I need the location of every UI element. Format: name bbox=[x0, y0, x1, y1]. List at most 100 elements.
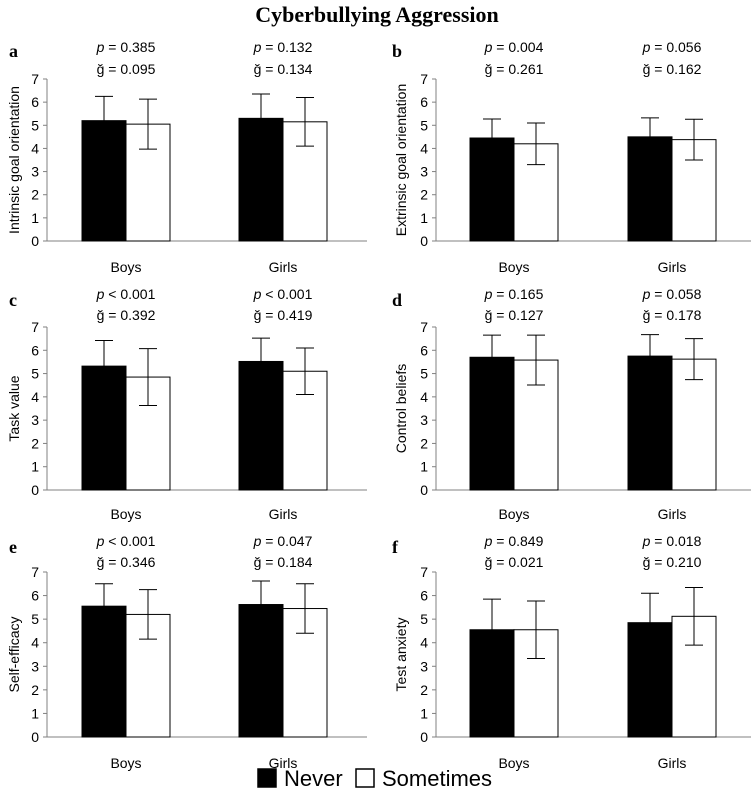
p-value: = 0.849 bbox=[492, 533, 543, 549]
p-value: = 0.004 bbox=[492, 39, 543, 55]
p-value-label: p = 0.165 bbox=[484, 286, 544, 302]
y-tick-label: 3 bbox=[420, 164, 428, 180]
y-tick-label: 2 bbox=[31, 187, 39, 203]
y-tick-label: 1 bbox=[31, 705, 39, 721]
legend-label-sometimes: Sometimes bbox=[382, 766, 492, 791]
y-tick-label: 4 bbox=[31, 389, 39, 405]
y-tick-label: 3 bbox=[420, 412, 428, 428]
p-symbol: p bbox=[253, 533, 262, 549]
panel-d: d 0 1 2 3 4 5 6 7 Control beliefs Boys Girls p = 0.1… bbox=[392, 286, 751, 522]
effect-size-label: ğ = 0.184 bbox=[254, 554, 313, 570]
y-tick-label: 0 bbox=[31, 482, 39, 498]
y-axis-title: Extrinsic goal orientation bbox=[393, 84, 409, 237]
y-tick-label: 2 bbox=[420, 435, 428, 451]
effect-size-label: ğ = 0.392 bbox=[97, 307, 156, 323]
effect-size-label: ğ = 0.178 bbox=[643, 307, 702, 323]
p-value-label: p = 0.058 bbox=[642, 286, 702, 302]
category-label: Girls bbox=[269, 755, 298, 771]
p-value: = 0.018 bbox=[650, 533, 701, 549]
panel-e: e 0 1 2 3 4 5 6 7 Self-efficacy Boys Girls p < 0.001… bbox=[6, 533, 367, 771]
bar-never-girls bbox=[238, 117, 284, 242]
category-label: Boys bbox=[110, 755, 141, 771]
p-value-label: p = 0.849 bbox=[484, 533, 544, 549]
y-axis-title: Self-efficacy bbox=[6, 617, 22, 693]
panel-f: f 0 1 2 3 4 5 6 7 Test anxiety Boys Girls p = 0.849 ğ… bbox=[392, 533, 751, 771]
y-tick-label: 4 bbox=[420, 635, 428, 651]
legend-swatch-never bbox=[257, 768, 277, 788]
panels-group: a 0 1 2 3 4 5 6 7 Intrinsic goal orientation Boys G… bbox=[6, 39, 751, 771]
y-tick-label: 2 bbox=[420, 682, 428, 698]
y-tick-label: 5 bbox=[31, 611, 39, 627]
effect-size-label: ğ = 0.346 bbox=[97, 554, 156, 570]
y-tick-label: 7 bbox=[420, 319, 428, 335]
y-tick-label: 2 bbox=[420, 187, 428, 203]
p-symbol: p bbox=[484, 39, 493, 55]
effect-size-label: ğ = 0.210 bbox=[643, 554, 702, 570]
y-axis-title: Intrinsic goal orientation bbox=[6, 86, 22, 234]
p-symbol: p bbox=[96, 533, 105, 549]
category-label: Girls bbox=[658, 506, 687, 522]
y-tick-label: 1 bbox=[31, 210, 39, 226]
p-value: = 0.165 bbox=[492, 286, 543, 302]
p-symbol: p bbox=[253, 286, 262, 302]
p-symbol: p bbox=[96, 39, 105, 55]
p-value: = 0.132 bbox=[261, 39, 312, 55]
y-tick-label: 3 bbox=[420, 658, 428, 674]
effect-size-label: ğ = 0.134 bbox=[254, 61, 313, 77]
y-tick-label: 3 bbox=[31, 412, 39, 428]
panel-letter: f bbox=[392, 537, 399, 557]
y-axis-title: Task value bbox=[6, 375, 22, 441]
y-tick-label: 6 bbox=[420, 588, 428, 604]
p-value: < 0.001 bbox=[104, 533, 155, 549]
effect-size-label: ğ = 0.127 bbox=[485, 307, 544, 323]
category-label: Boys bbox=[498, 259, 529, 275]
p-symbol: p bbox=[642, 533, 651, 549]
legend-label-never: Never bbox=[284, 766, 343, 791]
y-tick-label: 7 bbox=[31, 564, 39, 580]
p-symbol: p bbox=[96, 286, 105, 302]
effect-size-label: ğ = 0.021 bbox=[485, 554, 544, 570]
panel-letter: d bbox=[392, 290, 402, 310]
effect-size-label: ğ = 0.261 bbox=[485, 61, 544, 77]
bar-sometimes-girls bbox=[671, 358, 717, 491]
y-tick-label: 3 bbox=[31, 164, 39, 180]
y-tick-label: 4 bbox=[420, 389, 428, 405]
y-tick-label: 1 bbox=[31, 459, 39, 475]
panel-b: b 0 1 2 3 4 5 6 7 Extrinsic goal orientation Boys G… bbox=[392, 39, 751, 275]
y-tick-label: 7 bbox=[31, 319, 39, 335]
y-tick-label: 6 bbox=[31, 94, 39, 110]
p-value-label: p = 0.056 bbox=[642, 39, 702, 55]
y-tick-label: 7 bbox=[420, 71, 428, 87]
y-tick-label: 6 bbox=[420, 94, 428, 110]
effect-size-label: ğ = 0.095 bbox=[97, 61, 156, 77]
category-label: Girls bbox=[658, 259, 687, 275]
panel-a: a 0 1 2 3 4 5 6 7 Intrinsic goal orientation Boys G… bbox=[6, 39, 367, 275]
category-label: Girls bbox=[269, 506, 298, 522]
p-value: < 0.001 bbox=[104, 286, 155, 302]
p-value: = 0.058 bbox=[650, 286, 701, 302]
y-tick-label: 0 bbox=[420, 233, 428, 249]
y-tick-label: 6 bbox=[31, 588, 39, 604]
p-value-label: p < 0.001 bbox=[253, 286, 313, 302]
y-tick-label: 1 bbox=[420, 705, 428, 721]
p-value: = 0.385 bbox=[104, 39, 155, 55]
y-tick-label: 2 bbox=[31, 435, 39, 451]
y-tick-label: 6 bbox=[31, 342, 39, 358]
y-tick-label: 7 bbox=[420, 564, 428, 580]
y-tick-label: 4 bbox=[31, 140, 39, 156]
p-symbol: p bbox=[484, 533, 493, 549]
y-tick-label: 5 bbox=[31, 366, 39, 382]
p-symbol: p bbox=[642, 286, 651, 302]
category-label: Boys bbox=[110, 506, 141, 522]
category-label: Boys bbox=[498, 755, 529, 771]
legend-swatch-sometimes bbox=[355, 768, 375, 788]
p-value-label: p < 0.001 bbox=[96, 286, 156, 302]
panel-c: c 0 1 2 3 4 5 6 7 Task value Boys Girls p < 0.001 ğ =… bbox=[6, 286, 367, 522]
category-label: Girls bbox=[269, 259, 298, 275]
y-tick-label: 5 bbox=[420, 366, 428, 382]
y-tick-label: 5 bbox=[31, 117, 39, 133]
category-label: Boys bbox=[110, 259, 141, 275]
p-value: < 0.001 bbox=[261, 286, 312, 302]
bar-sometimes-boys bbox=[125, 123, 171, 242]
